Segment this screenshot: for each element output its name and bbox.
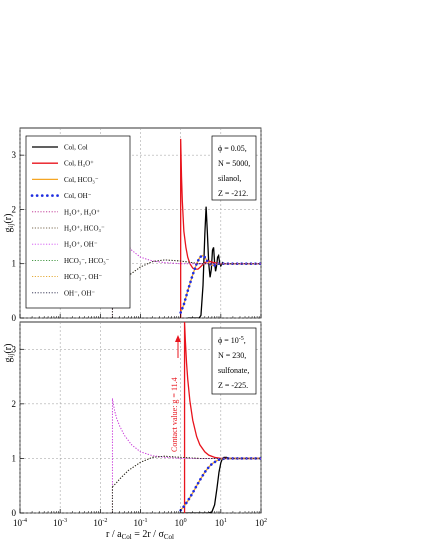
y-tick-label: 0	[12, 508, 17, 518]
y-tick-label: 3	[12, 344, 17, 354]
series-line	[112, 259, 261, 293]
x-axis-label: r / aCol = 2r / σCol	[106, 529, 174, 541]
legend-label: HCO₃⁻, OH⁻	[64, 273, 103, 281]
x-tick-label: 102	[255, 518, 267, 528]
series-line	[179, 457, 261, 512]
info-line: sulfonate,	[218, 366, 249, 375]
top-panel-series	[111, 138, 261, 318]
legend-label: Col, Col	[64, 144, 88, 152]
contact-value-annotation: Contact value: g = 11.4	[170, 335, 181, 452]
series-line	[111, 206, 261, 265]
legend-label: Col, H₃O⁺	[64, 160, 94, 168]
info-line: N = 230,	[218, 351, 246, 360]
y-tick-label: 0	[12, 313, 17, 323]
y-tick-label: 2	[12, 399, 17, 409]
ticks-layer: 0 1 2 3 0 1 2 3 10-4 10-3 10-2 10-1 100 101 102	[12, 150, 268, 528]
series-line	[111, 398, 261, 459]
y-axis-label-top: gij(r)	[3, 214, 15, 233]
info-line: N = 5000,	[218, 159, 250, 168]
info-line: ϕ = 0.05,	[218, 144, 247, 153]
bottom-panel-series	[111, 322, 261, 513]
series-line	[180, 138, 261, 318]
legend-label: H₃O⁺, OH⁻	[64, 241, 98, 249]
info-line: silanol,	[218, 174, 241, 183]
series-line	[112, 455, 261, 488]
legend-label: H₃O⁺, HCO₃⁻	[64, 225, 105, 233]
x-tick-label: 10-1	[134, 518, 148, 528]
info-line: Z = -212.	[218, 189, 248, 198]
legend-label: OH⁻, OH⁻	[64, 289, 95, 297]
series-line	[112, 259, 261, 293]
info-line: ϕ = 10-5,	[218, 336, 246, 345]
legend: Col, Col Col, H₃O⁺ Col, HCO₃⁻ Col, OH⁻ H₃O⁺,…	[25, 135, 131, 309]
info-box-top: ϕ = 0.05, N = 5000, silanol, Z = -212.	[211, 135, 257, 201]
y-axis-label-bottom: gij(r)	[3, 344, 15, 363]
series-line	[183, 322, 261, 513]
series-line	[112, 455, 261, 488]
x-tick-label: 10-3	[53, 518, 67, 528]
series-line	[112, 259, 261, 293]
y-tick-label: 1	[12, 453, 17, 463]
info-box-bottom: ϕ = 10-5, N = 230, sulfonate, Z = -225.	[211, 327, 257, 395]
y-tick-label: 1	[12, 259, 17, 269]
series-line	[187, 206, 261, 318]
legend-label: H₃O⁺, H₃O⁺	[64, 208, 100, 216]
contact-value-text: Contact value: g = 11.4	[170, 377, 179, 452]
y-tick-label: 2	[12, 204, 17, 214]
series-line	[111, 398, 261, 459]
series-line	[180, 456, 261, 513]
x-tick-label: 10-2	[93, 518, 107, 528]
legend-label: Col, OH⁻	[64, 192, 92, 200]
series-line	[112, 455, 261, 488]
x-tick-label: 100	[175, 518, 187, 528]
legend-label: Col, HCO₃⁻	[64, 176, 99, 184]
y-tick-label: 3	[12, 150, 17, 160]
series-line	[112, 259, 261, 293]
x-tick-label: 101	[215, 518, 227, 528]
x-tick-label: 10-4	[13, 518, 27, 528]
info-line: Z = -225.	[218, 381, 248, 390]
legend-label: HCO₃⁻, HCO₃⁻	[64, 257, 110, 265]
series-line	[112, 455, 261, 488]
